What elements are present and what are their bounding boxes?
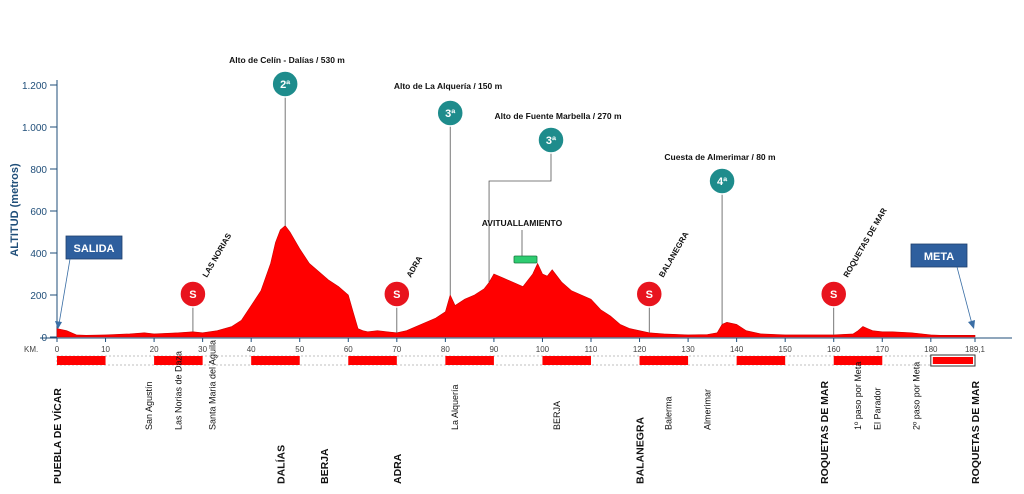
profile-area bbox=[56, 225, 976, 338]
elevation-profile bbox=[56, 225, 976, 338]
climb-label: Alto de Celín - Dalías / 530 m bbox=[229, 55, 345, 65]
y-tick-label: 1.200 bbox=[22, 81, 47, 92]
climb-category: 2ª bbox=[280, 79, 291, 91]
x-tick-label: 130 bbox=[681, 345, 695, 354]
x-tick-label: 0 bbox=[55, 345, 60, 354]
x-tick-label: 70 bbox=[392, 345, 401, 354]
town-label: Las Norias de Daza bbox=[173, 351, 183, 430]
sprint-badge bbox=[383, 280, 411, 308]
start-arrowhead bbox=[55, 321, 62, 329]
finish-pointer bbox=[956, 266, 973, 325]
x-tick-label: 160 bbox=[827, 345, 841, 354]
y-axis-label: ALTITUD (metros) bbox=[9, 163, 21, 257]
axes: ALTITUD (metros) 0 200 400 600 800 1.000 1.200 K… bbox=[9, 80, 1012, 367]
y-tick-label: 1.000 bbox=[22, 123, 47, 134]
start-box bbox=[65, 235, 123, 260]
sprint-badge bbox=[819, 280, 848, 308]
town-label: San Agustín bbox=[144, 381, 154, 430]
x-tick-label: 170 bbox=[876, 345, 890, 354]
x-tick-label: 100 bbox=[536, 345, 550, 354]
sprint-symbol: S bbox=[189, 289, 196, 301]
climb-badge bbox=[436, 99, 464, 127]
town-label: Balerma bbox=[664, 396, 674, 430]
y-tick-label: 400 bbox=[30, 249, 47, 260]
x-tick-label: 120 bbox=[633, 345, 647, 354]
sprint-label: ROQUETAS DE MAR bbox=[842, 206, 889, 279]
sprint-label: LAS NORIAS bbox=[201, 231, 234, 279]
finish-box bbox=[910, 243, 968, 268]
y-tick-label: 200 bbox=[30, 291, 47, 302]
town-label-major: DALÍAS bbox=[274, 445, 287, 484]
x-tick-label: 60 bbox=[344, 345, 353, 354]
x-tick-label: 90 bbox=[489, 345, 498, 354]
town-label: 2º paso por Meta bbox=[911, 362, 921, 430]
km-scale-segment bbox=[736, 356, 786, 365]
km-scale-segment bbox=[348, 356, 397, 365]
sprint-label: ADRA bbox=[405, 254, 424, 279]
y-tick-label: 600 bbox=[30, 207, 47, 218]
climb-label: Alto de La Alquería / 150 m bbox=[394, 81, 503, 91]
climb-badge bbox=[537, 126, 565, 154]
sprint-badge bbox=[635, 280, 664, 308]
town-label-major: ADRA bbox=[392, 453, 404, 484]
x-tick-label: 110 bbox=[585, 345, 598, 354]
town-label-major: PUEBLA DE VÍCAR bbox=[51, 388, 64, 484]
climb-badge bbox=[271, 70, 299, 98]
x-tick-label: 140 bbox=[730, 345, 744, 354]
x-tick-label: 30 bbox=[198, 345, 207, 354]
km-scale-segment bbox=[445, 356, 494, 365]
climb-category: 4ª bbox=[717, 176, 728, 188]
finish-label: META bbox=[924, 251, 954, 263]
km-scale-segment bbox=[932, 357, 973, 364]
sprint-badge bbox=[179, 280, 207, 308]
sprint-symbol: S bbox=[830, 289, 837, 301]
x-tick-label: 150 bbox=[779, 345, 793, 354]
km-scale-segment bbox=[57, 356, 106, 365]
climb-connector bbox=[488, 153, 552, 283]
km-scale-segment bbox=[542, 356, 592, 365]
x-tick-label: 189,1 bbox=[965, 345, 986, 354]
y-tick-label: 800 bbox=[30, 165, 47, 176]
x-tick-label: 80 bbox=[441, 345, 450, 354]
start-label: SALIDA bbox=[74, 243, 115, 255]
x-tick-label: 180 bbox=[924, 345, 938, 354]
x-tick-label: 40 bbox=[247, 345, 256, 354]
km-scale-segment bbox=[639, 356, 689, 365]
climb-label: Alto de Fuente Marbella / 270 m bbox=[494, 111, 622, 121]
town-label: El Parador bbox=[872, 387, 882, 430]
feed-zone-label: AVITUALLAMIENTO bbox=[482, 218, 563, 228]
climb-category: 3ª bbox=[445, 108, 456, 120]
km-scale-segment bbox=[154, 356, 203, 365]
start-pointer bbox=[58, 258, 71, 325]
x-axis-label: KM. bbox=[24, 345, 38, 354]
town-label-major: BERJA bbox=[319, 448, 331, 484]
km-scale-segment bbox=[251, 356, 300, 365]
town-label-major: BALANEGRA bbox=[635, 417, 647, 484]
x-tick-label: 50 bbox=[295, 345, 304, 354]
climb-category: 3ª bbox=[546, 135, 557, 147]
climb-label: Cuesta de Almerimar / 80 m bbox=[664, 152, 776, 162]
sprint-symbol: S bbox=[393, 289, 400, 301]
finish-arrowhead bbox=[968, 320, 975, 329]
town-label: La Alquería bbox=[450, 384, 460, 430]
town-label-major: ROQUETAS DE MAR bbox=[970, 381, 982, 484]
km-scale-segment bbox=[833, 356, 883, 365]
town-label: BERJA bbox=[552, 401, 562, 430]
town-label-major: ROQUETAS DE MAR bbox=[819, 381, 831, 484]
town-label: Almerimar bbox=[703, 389, 713, 430]
sprint-symbol: S bbox=[646, 289, 653, 301]
sprint-label: BALANEGRA bbox=[657, 230, 690, 279]
climb-badge bbox=[708, 167, 736, 195]
town-label: 1º paso por Meta bbox=[853, 362, 863, 430]
town-labels: PUEBLA DE VÍCAR San Agustín Las Norias de … bbox=[51, 340, 982, 484]
x-tick-label: 20 bbox=[150, 345, 159, 354]
town-label: Santa Maria del Aguila bbox=[207, 340, 217, 430]
feed-zone-marker bbox=[513, 255, 538, 264]
x-tick-label: 10 bbox=[101, 345, 110, 354]
